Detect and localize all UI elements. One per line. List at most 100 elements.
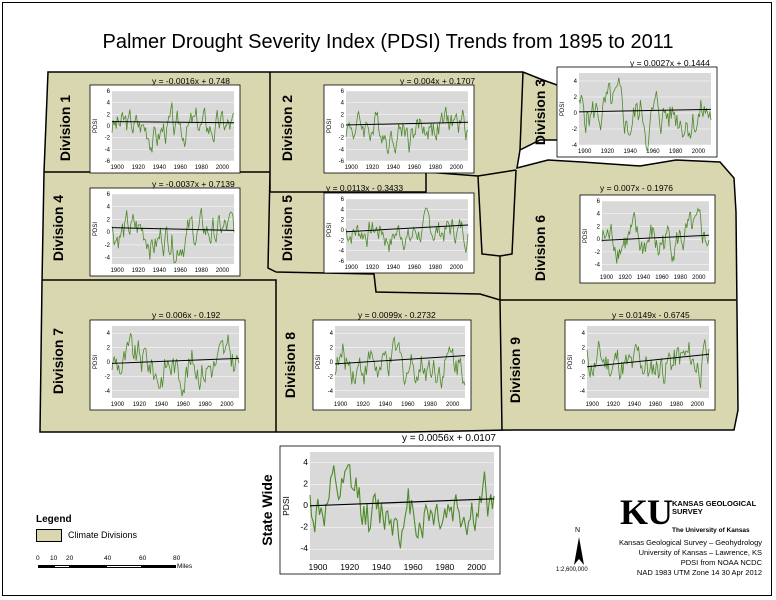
y-tick-label: 2	[597, 224, 601, 230]
credit-line: NAD 1983 UTM Zone 14 30 Apr 2012	[636, 568, 762, 577]
trend-line	[586, 353, 710, 368]
trend-equation: y = 0.0099x - 0.2732	[358, 310, 436, 320]
y-tick-label: -4	[572, 143, 578, 149]
y-tick-label: 4	[107, 205, 111, 211]
y-tick-label: -4	[339, 147, 345, 153]
y-tick-label: 0	[582, 360, 586, 366]
trend-equation: y = 0.004x + 0.1707	[400, 76, 475, 86]
credits-block: KU KANSAS GEOLOGICAL SURVEY The Universi…	[580, 494, 762, 579]
y-tick-label: 2	[107, 217, 111, 223]
y-tick-label: 4	[107, 331, 111, 337]
y-tick-label: -2	[339, 136, 345, 142]
x-tick-label: 1900	[334, 402, 348, 408]
map-scale-ratio: 1:2,600,000	[556, 567, 588, 573]
x-tick-label: 1940	[153, 165, 167, 171]
y-tick-label: -4	[300, 543, 308, 553]
y-tick-label: 0	[330, 360, 334, 366]
scale-tick-10: 10	[50, 555, 58, 562]
trend-equation: y = -0.0037x + 0.7139	[152, 179, 235, 189]
division-label: Division 5	[279, 195, 295, 261]
y-tick-label: 4	[330, 331, 334, 337]
x-tick-label: 1940	[637, 275, 651, 281]
division-label: Division 6	[532, 215, 548, 281]
north-letter: N	[575, 527, 581, 534]
credit-line: Kansas Geological Survey – Geohydrology	[619, 538, 762, 547]
trend-equation: y = 0.0113x - 0.3433	[326, 183, 403, 193]
x-tick-label: 1980	[195, 268, 209, 274]
x-tick-label: 1940	[387, 165, 401, 171]
x-tick-label: 1960	[408, 165, 422, 171]
ku-logo: KU	[620, 492, 673, 532]
pdsi-series-line	[334, 336, 466, 389]
y-tick-label: 6	[107, 192, 111, 198]
x-tick-label: 1980	[435, 562, 454, 572]
trend-line	[578, 108, 712, 113]
y-axis-label: PDSI	[568, 355, 574, 369]
trend-equation: y = 0.0149x - 0.6745	[612, 310, 690, 320]
y-tick-label: 6	[341, 89, 345, 95]
pdsi-series-line	[111, 333, 240, 397]
y-tick-label: 2	[303, 478, 308, 488]
division-label: Division 4	[50, 195, 66, 261]
trend-line	[601, 234, 710, 241]
y-tick-label: -4	[105, 256, 111, 262]
scale-tick-80: 80	[173, 555, 181, 562]
x-tick-label: 1940	[153, 268, 167, 274]
y-tick-label: -6	[105, 159, 111, 165]
x-tick-label: 1960	[404, 562, 423, 572]
x-tick-label: 1920	[132, 268, 146, 274]
x-tick-label: 1900	[345, 165, 359, 171]
y-tick-label: 0	[107, 124, 111, 130]
scale-tick-0: 0	[36, 555, 40, 562]
pdsi-series-line	[111, 207, 235, 264]
x-tick-label: 1920	[601, 149, 615, 155]
trend-line	[111, 357, 240, 364]
x-tick-label: 1940	[624, 149, 638, 155]
y-tick-label: 2	[107, 346, 111, 352]
x-tick-label: 1980	[670, 402, 684, 408]
y-tick-label: -2	[595, 250, 601, 256]
y-tick-label: -2	[572, 127, 578, 133]
trend-equation: y = 0.0056x + 0.0107	[402, 433, 496, 444]
y-tick-label: 4	[597, 212, 601, 218]
division-label: Division 9	[507, 337, 523, 403]
pdsi-series-line	[345, 106, 469, 155]
y-tick-label: -4	[595, 263, 601, 269]
trend-line	[111, 227, 235, 231]
scale-tick-40: 40	[104, 555, 112, 562]
pdsi-series-line	[111, 102, 235, 153]
legend: Legend Climate Divisions	[36, 514, 236, 584]
y-tick-label: 4	[582, 331, 586, 337]
x-tick-label: 1920	[618, 275, 632, 281]
x-tick-label: 1980	[669, 149, 683, 155]
credit-line: University of Kansas – Lawrence, KS	[638, 548, 762, 557]
y-axis-label: PDSI	[93, 119, 99, 133]
y-tick-label: -6	[339, 259, 345, 265]
y-tick-label: 6	[597, 199, 601, 205]
legend-item-label: Climate Divisions	[68, 530, 138, 540]
x-tick-label: 1960	[646, 149, 660, 155]
division-label: Division 1	[57, 95, 73, 161]
x-tick-label: 2000	[467, 562, 486, 572]
scale-segment	[54, 565, 70, 568]
pdsi-series-line	[309, 464, 495, 549]
pdsi-series-line	[601, 207, 710, 264]
trend-equation: y = 0.006x - 0.192	[152, 310, 221, 320]
y-tick-label: -2	[105, 243, 111, 249]
y-tick-label: 4	[341, 101, 345, 107]
y-tick-label: 4	[341, 207, 345, 213]
x-tick-label: 1960	[649, 402, 663, 408]
x-tick-label: 1980	[429, 165, 443, 171]
scale-tick-20: 20	[66, 555, 74, 562]
north-arrow-icon	[574, 537, 584, 565]
x-tick-label: 1980	[198, 402, 212, 408]
pdsi-series-line	[586, 339, 710, 389]
